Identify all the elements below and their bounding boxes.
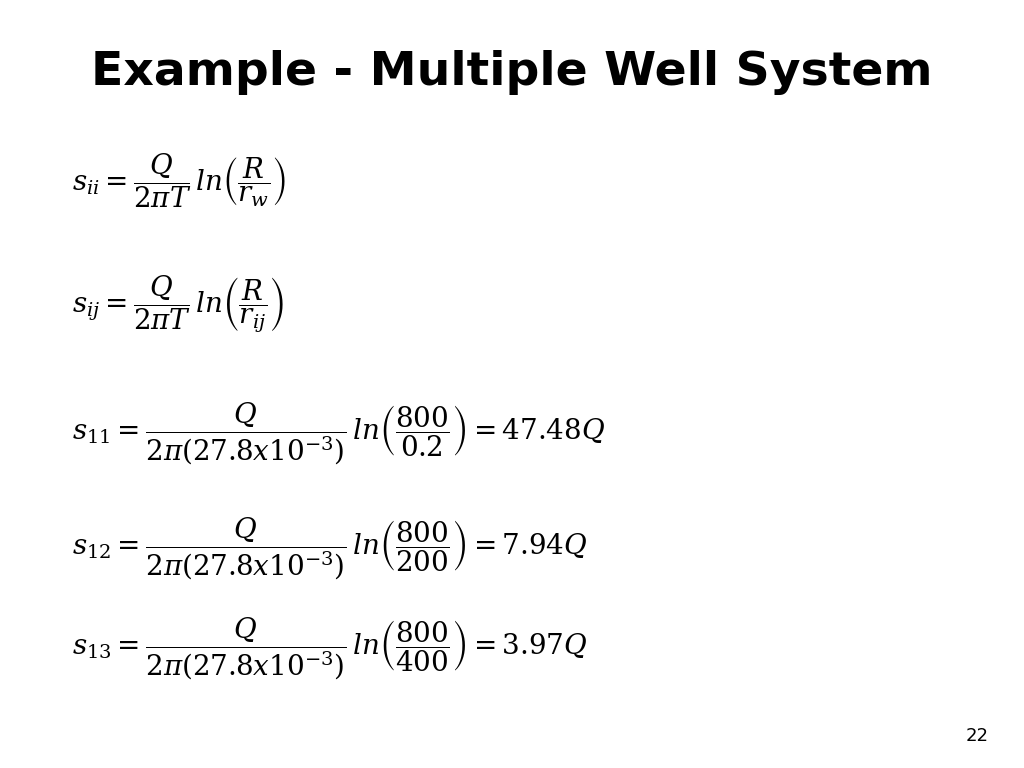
Text: $s_{11} = \dfrac{Q}{2\pi(27.8x10^{-3})} \, ln\left(\dfrac{800}{0.2}\right) = 47.: $s_{11} = \dfrac{Q}{2\pi(27.8x10^{-3})} …	[72, 401, 605, 467]
Text: $s_{12} = \dfrac{Q}{2\pi(27.8x10^{-3})} \, ln\left(\dfrac{800}{200}\right) = 7.9: $s_{12} = \dfrac{Q}{2\pi(27.8x10^{-3})} …	[72, 516, 587, 582]
Text: $s_{ij} = \dfrac{Q}{2\pi T} \, ln\left(\dfrac{R}{r_{ij}}\right)$: $s_{ij} = \dfrac{Q}{2\pi T} \, ln\left(\…	[72, 273, 284, 334]
Text: $s_{ii} = \dfrac{Q}{2\pi T} \, ln\left(\dfrac{R}{r_w}\right)$: $s_{ii} = \dfrac{Q}{2\pi T} \, ln\left(\…	[72, 151, 286, 210]
Text: 22: 22	[966, 727, 988, 745]
Text: $s_{13} = \dfrac{Q}{2\pi(27.8x10^{-3})} \, ln\left(\dfrac{800}{400}\right) = 3.9: $s_{13} = \dfrac{Q}{2\pi(27.8x10^{-3})} …	[72, 616, 587, 682]
Text: Example - Multiple Well System: Example - Multiple Well System	[91, 50, 933, 95]
